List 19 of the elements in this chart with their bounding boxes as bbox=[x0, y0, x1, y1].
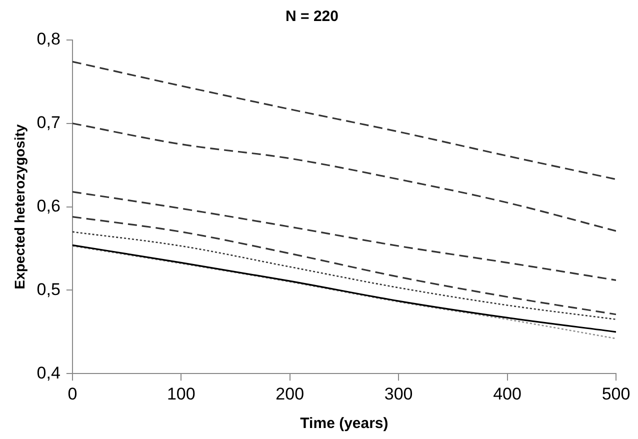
x-axis-title: Time (years) bbox=[300, 415, 388, 432]
x-tick-label: 300 bbox=[384, 384, 413, 404]
y-tick-label: 0,6 bbox=[36, 196, 60, 216]
y-axis-title: Expected heterozygosity bbox=[11, 124, 28, 290]
chart-title: N = 220 bbox=[286, 8, 338, 26]
x-tick-label: 100 bbox=[166, 384, 196, 404]
x-tick-label: 500 bbox=[602, 384, 630, 404]
line-series bbox=[72, 60, 616, 180]
y-tick-label: 0,4 bbox=[36, 363, 60, 382]
line-series bbox=[72, 231, 616, 320]
y-tick-label: 0,7 bbox=[36, 113, 60, 132]
line-series bbox=[72, 122, 616, 232]
x-tick-label: 200 bbox=[276, 384, 304, 404]
x-tick-label: 400 bbox=[493, 384, 522, 404]
y-tick-label: 0,8 bbox=[36, 30, 60, 49]
y-tick-label: 0,5 bbox=[36, 280, 60, 299]
line-series bbox=[72, 216, 616, 316]
line-series bbox=[72, 190, 616, 281]
x-tick-label: 0 bbox=[68, 384, 78, 404]
